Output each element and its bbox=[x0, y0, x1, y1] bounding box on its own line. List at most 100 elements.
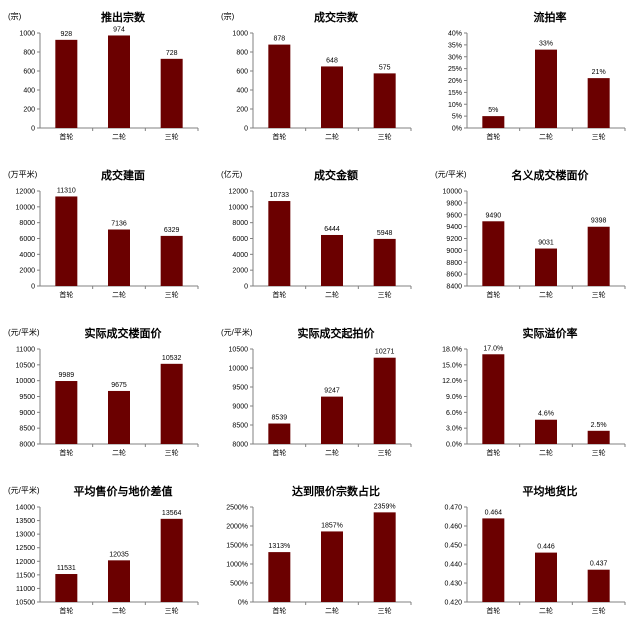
x-tick-label: 二轮 bbox=[112, 606, 126, 615]
y-tick-label: 0.420 bbox=[444, 600, 462, 607]
y-tick-label: 0 bbox=[31, 126, 35, 133]
x-tick-label: 二轮 bbox=[325, 606, 339, 615]
bar-chart: 名义成交楼面价 (元/平米) 8400 8600 8800 9000 9200 9400 960… bbox=[435, 168, 626, 299]
data-label: 6444 bbox=[324, 226, 340, 233]
x-tick-label: 首轮 bbox=[59, 606, 73, 615]
data-label: 878 bbox=[273, 36, 285, 43]
data-label: 9675 bbox=[111, 382, 127, 389]
y-tick-label: 8500 bbox=[232, 423, 248, 430]
data-label: 648 bbox=[326, 57, 338, 64]
x-tick-label: 首轮 bbox=[486, 606, 500, 615]
bar bbox=[482, 518, 505, 602]
y-tick-label: 8600 bbox=[446, 272, 462, 279]
x-tick-label: 三轮 bbox=[165, 132, 179, 141]
x-tick-label: 首轮 bbox=[486, 290, 500, 299]
bar bbox=[373, 357, 396, 444]
y-tick-label: 10000 bbox=[229, 204, 249, 211]
y-tick-label: 13500 bbox=[16, 518, 36, 525]
chart-title: 达到限价宗数占比 bbox=[292, 484, 380, 498]
chart-panel-8: 实际成交起拍价 (元/平米) 8000 8500 9000 9500 10000 10500 8… bbox=[213, 316, 426, 474]
y-tick-label: 400 bbox=[236, 88, 248, 95]
data-label: 33% bbox=[539, 41, 553, 48]
y-tick-label: 8000 bbox=[232, 442, 248, 449]
y-tick-label: 40% bbox=[448, 31, 462, 38]
bar bbox=[55, 39, 78, 129]
y-tick-label: 13000 bbox=[16, 532, 36, 539]
data-label: 21% bbox=[592, 69, 606, 76]
y-tick-label: 11000 bbox=[16, 347, 35, 354]
bar bbox=[587, 78, 610, 128]
chart-panel-6: 名义成交楼面价 (元/平米) 8400 8600 8800 9000 9200 9400 960… bbox=[427, 158, 640, 316]
bar bbox=[482, 354, 505, 444]
chart-title: 平均地货比 bbox=[523, 484, 578, 498]
data-label: 575 bbox=[379, 64, 391, 71]
x-tick-label: 首轮 bbox=[59, 448, 73, 457]
x-tick-label: 三轮 bbox=[592, 448, 606, 457]
chart-panel-9: 实际溢价率 0.0% 3.0% 6.0% 9.0% 12.0% 15.0% 18.0% 17.0… bbox=[427, 316, 640, 474]
x-tick-label: 三轮 bbox=[165, 448, 179, 457]
y-tick-label: 1000 bbox=[19, 31, 35, 38]
y-tick-label: 500% bbox=[230, 581, 248, 588]
bar bbox=[321, 66, 343, 128]
y-tick-label: 9200 bbox=[446, 236, 462, 243]
x-tick-label: 首轮 bbox=[272, 132, 286, 141]
y-tick-label: 9500 bbox=[19, 394, 35, 401]
y-tick-label: 10000 bbox=[16, 378, 36, 385]
y-tick-label: 0.0% bbox=[446, 442, 462, 449]
y-tick-label: 9000 bbox=[232, 404, 248, 411]
y-tick-label: 2000 bbox=[232, 268, 248, 275]
y-tick-label: 10000 bbox=[229, 366, 249, 373]
bar bbox=[321, 531, 343, 602]
y-tick-label: 8000 bbox=[232, 220, 248, 227]
data-label: 0.464 bbox=[485, 509, 503, 516]
y-tick-label: 12000 bbox=[16, 559, 36, 566]
data-label: 1857% bbox=[321, 522, 343, 529]
data-label: 10271 bbox=[375, 349, 395, 356]
y-tick-label: 14000 bbox=[16, 505, 36, 512]
y-tick-label: 0 bbox=[244, 126, 248, 133]
data-label: 1313% bbox=[268, 543, 290, 550]
data-label: 17.0% bbox=[483, 345, 503, 352]
y-tick-label: 6000 bbox=[19, 236, 35, 243]
unit-label: (宗) bbox=[8, 11, 22, 21]
data-label: 10532 bbox=[162, 355, 182, 362]
bar bbox=[373, 512, 396, 602]
x-tick-label: 首轮 bbox=[59, 290, 73, 299]
y-tick-label: 4000 bbox=[19, 252, 35, 259]
y-tick-label: 8500 bbox=[19, 426, 35, 433]
bar bbox=[160, 363, 183, 444]
y-tick-label: 5% bbox=[452, 114, 462, 121]
bar bbox=[321, 234, 343, 286]
y-tick-label: 20% bbox=[448, 78, 462, 85]
bar bbox=[535, 248, 557, 286]
unit-label: (宗) bbox=[221, 11, 235, 21]
x-tick-label: 二轮 bbox=[539, 290, 553, 299]
y-tick-label: 15% bbox=[448, 90, 462, 97]
y-tick-label: 12500 bbox=[16, 545, 36, 552]
bar bbox=[268, 44, 291, 129]
y-tick-label: 8800 bbox=[446, 260, 462, 267]
bar-chart: 成交宗数 (宗) 0 200 400 600 800 1000 878 首轮 648 二轮 575 三轮 bbox=[221, 10, 412, 141]
data-label: 7136 bbox=[111, 221, 127, 228]
chart-panel-4: 成交建面 (万平米) 0 2000 4000 6000 8000 10000 12000 1131… bbox=[0, 158, 213, 316]
bar bbox=[108, 560, 130, 602]
chart-title: 实际溢价率 bbox=[523, 326, 578, 340]
y-tick-label: 10% bbox=[448, 102, 462, 109]
data-label: 9398 bbox=[591, 218, 607, 225]
x-tick-label: 二轮 bbox=[112, 290, 126, 299]
bar-chart: 实际成交楼面价 (元/平米) 8000 8500 9000 9500 10000 10500 1… bbox=[8, 326, 199, 457]
bar-chart: 达到限价宗数占比 0% 500% 1000% 1500% 2000% 2500% 1313% 首… bbox=[226, 484, 412, 615]
x-tick-label: 首轮 bbox=[486, 132, 500, 141]
bar bbox=[482, 116, 505, 128]
data-label: 4.6% bbox=[538, 411, 554, 418]
bar bbox=[160, 518, 183, 602]
data-label: 928 bbox=[60, 31, 72, 38]
chart-panel-3: 流拍率 0% 5% 10% 15% 20% 25% 30% 35% 40% 5% 首轮 33% 二轮 21%… bbox=[427, 0, 640, 158]
data-label: 0.437 bbox=[590, 561, 608, 568]
chart-panel-11: 达到限价宗数占比 0% 500% 1000% 1500% 2000% 2500% 1313% 首… bbox=[213, 474, 426, 632]
chart-panel-2: 成交宗数 (宗) 0 200 400 600 800 1000 878 首轮 648 二轮 575 三轮 bbox=[213, 0, 426, 158]
bar bbox=[535, 419, 557, 444]
y-tick-label: 2000 bbox=[19, 268, 35, 275]
y-tick-label: 25% bbox=[448, 66, 462, 73]
y-tick-label: 12000 bbox=[229, 189, 249, 196]
